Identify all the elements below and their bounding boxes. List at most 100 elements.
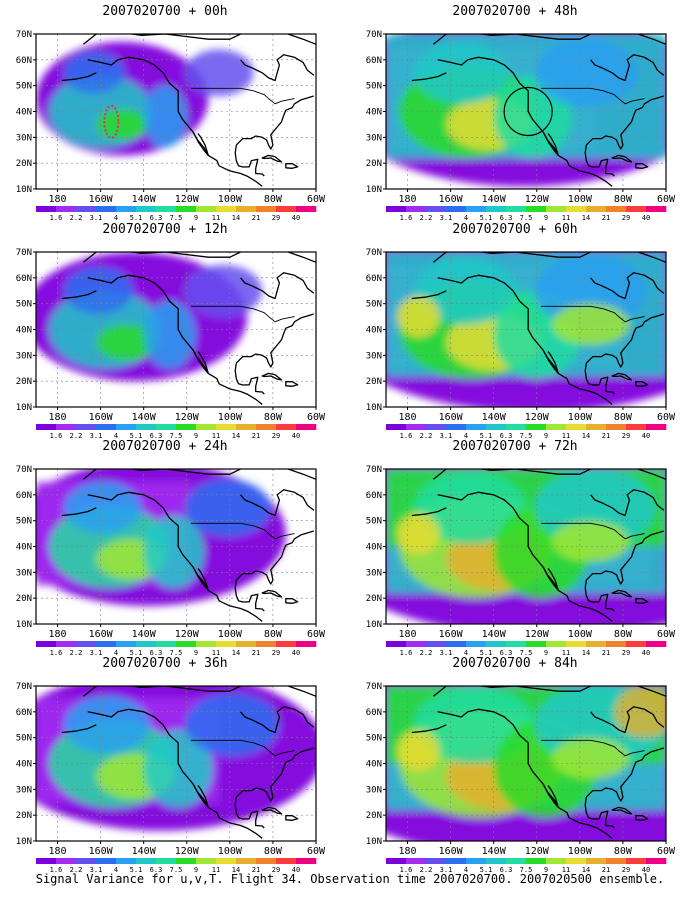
colorbar-swatch bbox=[156, 206, 177, 212]
colorbar-swatch bbox=[506, 206, 527, 212]
lon-label: 80W bbox=[264, 629, 283, 640]
lat-label: 50N bbox=[366, 300, 382, 310]
panel-title: 2007020700 + 72h bbox=[452, 439, 578, 454]
lat-label: 10N bbox=[16, 837, 32, 847]
lat-label: 20N bbox=[366, 594, 382, 604]
colorbar-swatch bbox=[196, 206, 217, 212]
colorbar-swatch bbox=[446, 858, 467, 864]
lat-label: 10N bbox=[366, 185, 382, 195]
lon-label: 180 bbox=[49, 846, 67, 857]
colorbar-swatch bbox=[36, 858, 57, 864]
lat-label: 50N bbox=[366, 517, 382, 527]
lat-label: 70N bbox=[366, 465, 382, 475]
colorbar-label: 29 bbox=[622, 866, 630, 873]
colorbar-swatch bbox=[56, 858, 77, 864]
lat-label: 40N bbox=[366, 108, 382, 118]
colorbar-label: 5.1 bbox=[130, 649, 143, 656]
colorbar-label: 7.5 bbox=[170, 866, 183, 873]
colorbar-label: 1.6 bbox=[400, 866, 413, 873]
colorbar-swatch bbox=[296, 858, 317, 864]
lon-label: 60W bbox=[307, 629, 326, 640]
colorbar-label: 29 bbox=[272, 214, 280, 221]
lat-label: 50N bbox=[366, 82, 382, 92]
map-panel-6: 2007020700 + 72h 70N 60N 50N 40N 30N 20N 10N 180… bbox=[350, 439, 680, 656]
lat-label: 10N bbox=[16, 185, 32, 195]
colorbar-swatch bbox=[116, 858, 137, 864]
colorbar-swatch bbox=[546, 858, 567, 864]
colorbar-swatch bbox=[586, 206, 607, 212]
lon-label: 100W bbox=[568, 194, 593, 205]
colorbar-swatch bbox=[136, 424, 157, 430]
lat-label: 30N bbox=[16, 133, 32, 143]
colorbar-label: 11 bbox=[212, 214, 220, 221]
colorbar-swatch bbox=[566, 858, 587, 864]
lon-label: 160W bbox=[89, 194, 114, 205]
colorbar-swatch bbox=[626, 424, 647, 430]
lon-label: 60W bbox=[657, 412, 676, 423]
colorbar-swatch bbox=[196, 858, 217, 864]
colorbar-label: 9 bbox=[544, 432, 548, 439]
colorbar-swatch bbox=[646, 424, 667, 430]
colorbar-label: 2.2 bbox=[70, 214, 83, 221]
colorbar-label: 2.2 bbox=[70, 432, 83, 439]
lat-label: 10N bbox=[366, 620, 382, 630]
colorbar-swatch bbox=[36, 206, 57, 212]
colorbar-label: 1.6 bbox=[400, 432, 413, 439]
variance-field bbox=[386, 34, 666, 187]
colorbar-swatch bbox=[276, 641, 297, 647]
colorbar-label: 21 bbox=[252, 214, 260, 221]
lat-label: 50N bbox=[16, 734, 32, 744]
lat-label: 20N bbox=[366, 159, 382, 169]
colorbar: 1.6 2.2 3.1 4 5.1 6.3 7.5 9 11 14 21 29 40 bbox=[36, 858, 317, 873]
lat-label: 70N bbox=[366, 682, 382, 692]
colorbar-label: 3.1 bbox=[440, 432, 453, 439]
colorbar-label: 14 bbox=[582, 214, 590, 221]
colorbar-label: 21 bbox=[602, 866, 610, 873]
graticule bbox=[36, 469, 316, 624]
colorbar-swatch bbox=[586, 424, 607, 430]
colorbar-label: 7.5 bbox=[520, 649, 533, 656]
colorbar-swatch bbox=[36, 424, 57, 430]
lat-label: 30N bbox=[366, 568, 382, 578]
colorbar-swatch bbox=[646, 858, 667, 864]
variance-map: 70N 60N 50N 40N 30N 20N 10N 180 160W 140W 120W 100W… bbox=[366, 465, 676, 656]
lon-label: 60W bbox=[657, 629, 676, 640]
colorbar-swatch bbox=[216, 424, 237, 430]
colorbar: 1.6 2.2 3.1 4 5.1 6.3 7.5 9 11 14 21 29 40 bbox=[36, 206, 317, 221]
colorbar-swatch bbox=[136, 206, 157, 212]
colorbar-label: 40 bbox=[292, 866, 300, 873]
panel-title: 2007020700 + 24h bbox=[102, 439, 228, 454]
colorbar-swatch bbox=[526, 641, 547, 647]
colorbar-label: 21 bbox=[602, 214, 610, 221]
coastlines bbox=[61, 686, 316, 839]
colorbar-label: 40 bbox=[642, 432, 650, 439]
colorbar-swatch bbox=[156, 424, 177, 430]
lon-label: 120W bbox=[175, 846, 200, 857]
colorbar-label: 5.1 bbox=[480, 649, 493, 656]
colorbar-swatch bbox=[386, 641, 407, 647]
colorbar-label: 3.1 bbox=[90, 214, 103, 221]
colorbar-swatch bbox=[96, 424, 117, 430]
colorbar-swatch bbox=[586, 858, 607, 864]
colorbar-label: 21 bbox=[252, 432, 260, 439]
colorbar: 1.6 2.2 3.1 4 5.1 6.3 7.5 9 11 14 21 29 40 bbox=[386, 641, 667, 656]
colorbar-swatch bbox=[446, 206, 467, 212]
colorbar-swatch bbox=[256, 206, 277, 212]
colorbar-swatch bbox=[466, 641, 487, 647]
lon-label: 140W bbox=[482, 846, 507, 857]
colorbar-label: 11 bbox=[212, 649, 220, 656]
colorbar-label: 2.2 bbox=[420, 432, 433, 439]
colorbar-swatch bbox=[386, 858, 407, 864]
lon-label: 160W bbox=[439, 629, 464, 640]
colorbar-label: 3.1 bbox=[440, 214, 453, 221]
verification-region-circle bbox=[503, 86, 553, 137]
lat-label: 20N bbox=[366, 377, 382, 387]
colorbar-label: 21 bbox=[252, 866, 260, 873]
lon-label: 160W bbox=[439, 194, 464, 205]
colorbar-label: 1.6 bbox=[50, 432, 63, 439]
colorbar-label: 3.1 bbox=[90, 866, 103, 873]
coastlines bbox=[411, 252, 666, 405]
lat-label: 60N bbox=[16, 274, 32, 284]
colorbar-swatch bbox=[626, 206, 647, 212]
lon-label: 120W bbox=[525, 846, 550, 857]
